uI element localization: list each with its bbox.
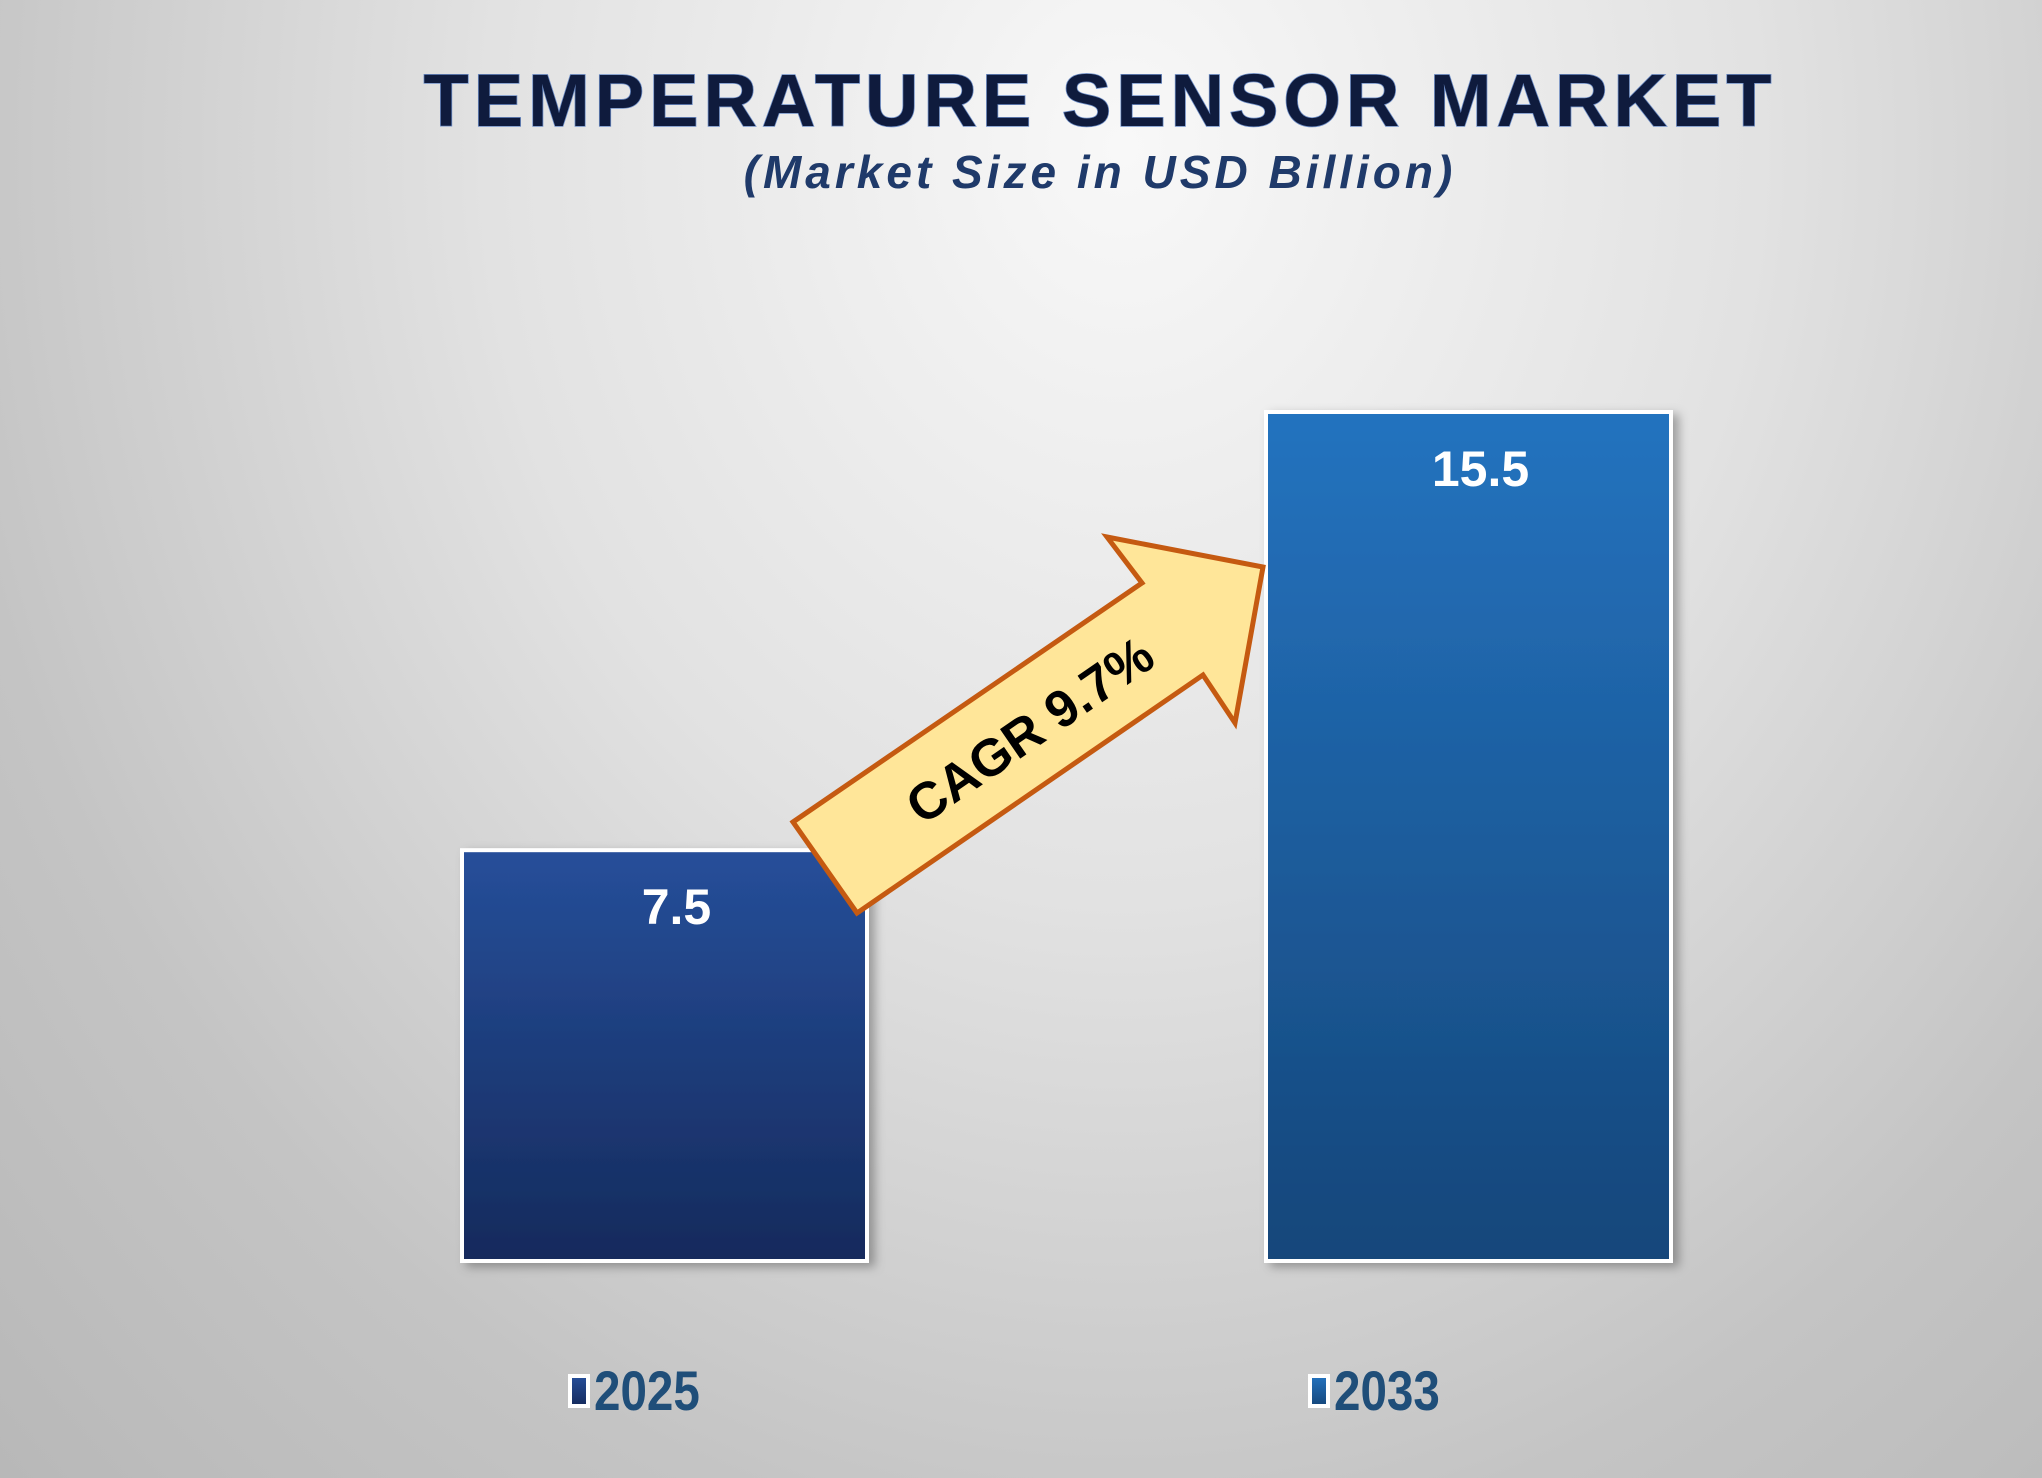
legend-label-2025: 2025 (594, 1360, 700, 1422)
legend-swatch-2033 (1308, 1374, 1330, 1408)
data-label-2025: 7.5 (642, 879, 712, 935)
chart-title: TEMPERATURE SENSOR MARKET (424, 59, 1777, 142)
cagr-arrow: CAGR 9.7% (789, 533, 1266, 917)
legend-swatch-2025 (568, 1374, 590, 1408)
arrow-shape (789, 533, 1266, 917)
legend-label-2033: 2033 (1334, 1360, 1440, 1422)
chart-subtitle: (Market Size in USD Billion) (744, 146, 1457, 198)
data-label-2033: 15.5 (1432, 441, 1529, 497)
bar-2033 (1264, 410, 1673, 1263)
bar-2025 (460, 848, 869, 1263)
